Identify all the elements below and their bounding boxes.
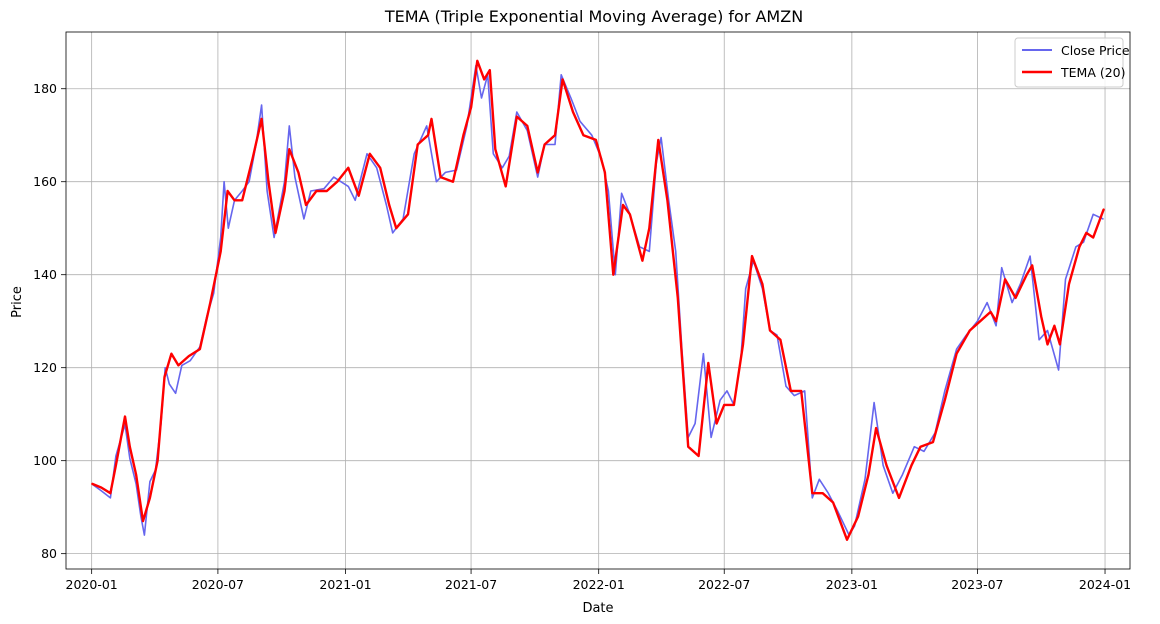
y-tick-label: 140 bbox=[33, 267, 57, 282]
x-tick-label: 2023-07 bbox=[951, 577, 1003, 592]
x-tick-label: 2022-07 bbox=[698, 577, 750, 592]
y-tick-label: 80 bbox=[41, 546, 57, 561]
close-price-line bbox=[91, 64, 1104, 536]
y-tick-label: 160 bbox=[33, 174, 57, 189]
y-tick-label: 100 bbox=[33, 453, 57, 468]
x-tick-label: 2022-01 bbox=[573, 577, 625, 592]
x-tick-label: 2024-01 bbox=[1079, 577, 1131, 592]
x-tick-label: 2023-01 bbox=[826, 577, 878, 592]
legend-close-price-label: Close Price bbox=[1061, 43, 1130, 58]
plot-frame bbox=[65, 31, 1131, 570]
tema-20-line bbox=[91, 59, 1105, 541]
grid-lines bbox=[66, 32, 1130, 569]
axis-ticks: 2020-01 2020-07 2021-01 2021-07 2022-01 2022-… bbox=[33, 81, 1131, 592]
chart-title: TEMA (Triple Exponential Moving Average)… bbox=[384, 7, 803, 26]
x-tick-label: 2021-01 bbox=[319, 577, 371, 592]
legend: Close Price TEMA (20) bbox=[1014, 37, 1130, 88]
plot-lines bbox=[91, 59, 1105, 541]
x-axis-label: Date bbox=[582, 601, 613, 616]
y-tick-label: 120 bbox=[33, 360, 57, 375]
x-tick-label: 2020-01 bbox=[66, 577, 118, 592]
x-tick-label: 2021-07 bbox=[445, 577, 497, 592]
y-axis-label: Price bbox=[10, 286, 25, 318]
legend-tema-label: TEMA (20) bbox=[1060, 65, 1126, 80]
x-tick-label: 2020-07 bbox=[192, 577, 244, 592]
y-tick-label: 180 bbox=[33, 81, 57, 96]
